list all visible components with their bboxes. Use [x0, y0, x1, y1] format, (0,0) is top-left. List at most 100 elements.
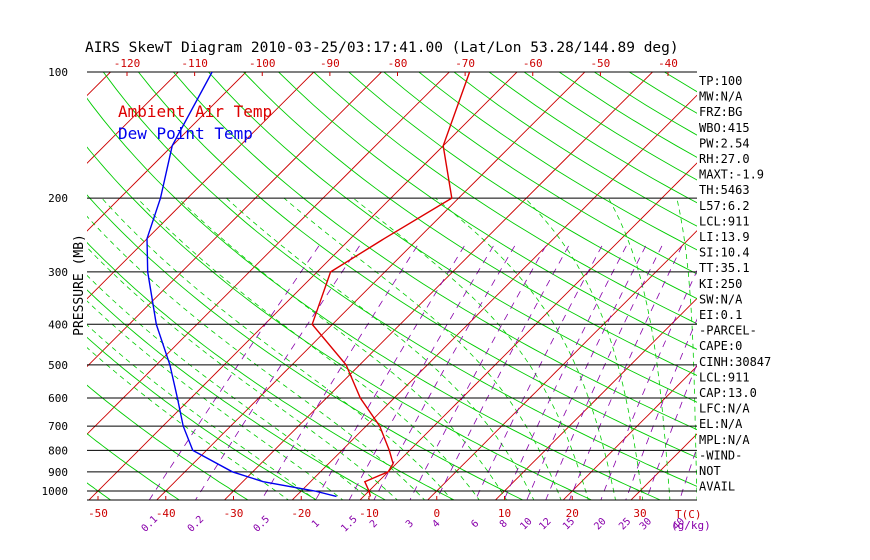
pressure-label: 700 — [48, 420, 68, 433]
mixing-ratio-line — [315, 245, 465, 500]
pressure-label: 400 — [48, 318, 68, 331]
isotherm-line — [494, 297, 697, 500]
top-tick-label: -90 — [320, 57, 340, 70]
mixing-ratio-line — [600, 269, 697, 500]
moist-adiabat-line — [524, 197, 644, 500]
mixing-ratio-label: 1.5 — [339, 514, 360, 535]
dry-adiabat-line — [173, 72, 697, 431]
stat-item: PW:2.54 — [699, 136, 750, 150]
stat-item: KI:250 — [699, 277, 742, 291]
stat-item: NOT — [699, 464, 721, 478]
stat-item: LI:13.9 — [699, 230, 750, 244]
stat-item: MW:N/A — [699, 90, 743, 104]
mixing-ratio-line — [436, 245, 569, 500]
stat-item: -WIND- — [699, 448, 742, 462]
mixing-ratio-line — [409, 245, 547, 500]
mixing-ratio-line — [503, 245, 627, 500]
dry-adiabat-line — [840, 72, 870, 502]
bottom-tick-label: -20 — [291, 507, 311, 520]
stat-item: SW:N/A — [699, 292, 743, 306]
stat-item: LFC:N/A — [699, 402, 750, 416]
stat-item: WBO:415 — [699, 121, 750, 135]
stat-item: SI:10.4 — [699, 246, 750, 260]
bottom-tick-label: -10 — [359, 507, 379, 520]
moist-adiabat-line — [283, 197, 562, 500]
stat-item: FRZ:BG — [699, 105, 742, 119]
pressure-label: 600 — [48, 392, 68, 405]
top-tick-label: -100 — [249, 57, 276, 70]
dry-adiabat-line — [138, 72, 697, 459]
stat-item: LCL:911 — [699, 214, 750, 228]
pressure-label: 200 — [48, 192, 68, 205]
moist-adiabat-line — [353, 197, 589, 500]
mixing-ratio-line — [625, 318, 697, 500]
moist-adiabat-line — [101, 197, 453, 500]
dry-adiabat-line — [208, 72, 697, 403]
bottom-axis-label: T(C) — [675, 508, 702, 521]
top-tick-label: -70 — [455, 57, 475, 70]
top-tick-label: -40 — [658, 57, 678, 70]
mixing-ratio-label: 4 — [431, 518, 443, 530]
mixing-ratio-line — [348, 245, 494, 500]
mixing-ratio-label: 1 — [310, 518, 322, 530]
dry-adiabat-line — [278, 72, 697, 350]
dry-adiabat-line — [243, 72, 697, 376]
mixing-ratio-line — [526, 245, 647, 500]
dry-adiabat-line — [313, 72, 697, 325]
isotherm-line — [87, 72, 382, 368]
chart-title: AIRS SkewT Diagram 2010-03-25/03:17:41.0… — [85, 40, 679, 56]
isobar-layer — [87, 71, 697, 501]
dry-adiabat-line — [805, 72, 870, 502]
stat-item: CAPE:0 — [699, 339, 742, 353]
dry-adiabat-line — [383, 72, 697, 275]
mixing-ratio-label: 3 — [404, 518, 416, 530]
dry-adiabat-line — [770, 72, 870, 502]
stat-item: MPL:N/A — [699, 433, 750, 447]
mixing-ratio-line — [679, 446, 697, 500]
mixing-ratio-label: 2 — [368, 518, 380, 530]
dry-adiabat-line — [418, 72, 697, 251]
mixing-ratio-label: 10 — [518, 516, 534, 532]
dry-adiabat-line — [348, 72, 697, 300]
isotherm-line — [765, 72, 870, 502]
stat-item: EL:N/A — [699, 417, 743, 431]
y-axis-label: PRESSURE (MB) — [72, 234, 87, 336]
bottom-tick-label: 0 — [433, 507, 440, 520]
stat-item: RH:27.0 — [699, 152, 750, 166]
stat-item: CAP:13.0 — [699, 386, 757, 400]
pressure-label: 1000 — [42, 485, 69, 498]
mixing-ratio-label: 0.5 — [252, 514, 273, 535]
legend-air-temp: Ambient Air Temp — [118, 102, 272, 121]
stat-item: EI:0.1 — [699, 308, 742, 322]
bottom-tick-label: -50 — [88, 507, 108, 520]
moist-adiabat-line — [177, 197, 507, 500]
pressure-label: 800 — [48, 444, 68, 457]
moist-adiabat-line — [87, 215, 426, 500]
isotherm-line — [427, 230, 697, 500]
mixing-ratio-label: 6 — [469, 518, 481, 530]
stat-item: LCL:911 — [699, 370, 750, 384]
moist-adiabat-line — [87, 246, 398, 500]
isotherm-line — [87, 72, 315, 300]
mixing-ratio-label: 25 — [617, 516, 633, 532]
bottom-tick-label: -30 — [224, 507, 244, 520]
moist-adiabat-line — [87, 274, 371, 500]
moist-adiabat-line — [87, 347, 290, 500]
mixing-ratio-line — [545, 245, 663, 500]
isotherm-line — [630, 433, 697, 500]
bottom-tick-label: -40 — [156, 507, 176, 520]
top-tick-label: -110 — [181, 57, 208, 70]
moist-adiabat-line — [226, 197, 535, 500]
pressure-label: 100 — [48, 66, 68, 79]
bottom-tick-label: 20 — [566, 507, 579, 520]
mixing-ratio-label: 12 — [537, 516, 553, 532]
mixing-ratio-line — [194, 245, 360, 500]
pressure-label: 300 — [48, 266, 68, 279]
series-layer — [146, 72, 471, 498]
mixing-ratio-line — [373, 245, 516, 500]
moist-adiabat-line — [751, 198, 778, 502]
dry-adiabat-line — [629, 72, 697, 114]
mixing-ratio-label: 0.2 — [186, 514, 207, 535]
mixing-ratio-label: 8 — [498, 518, 510, 530]
